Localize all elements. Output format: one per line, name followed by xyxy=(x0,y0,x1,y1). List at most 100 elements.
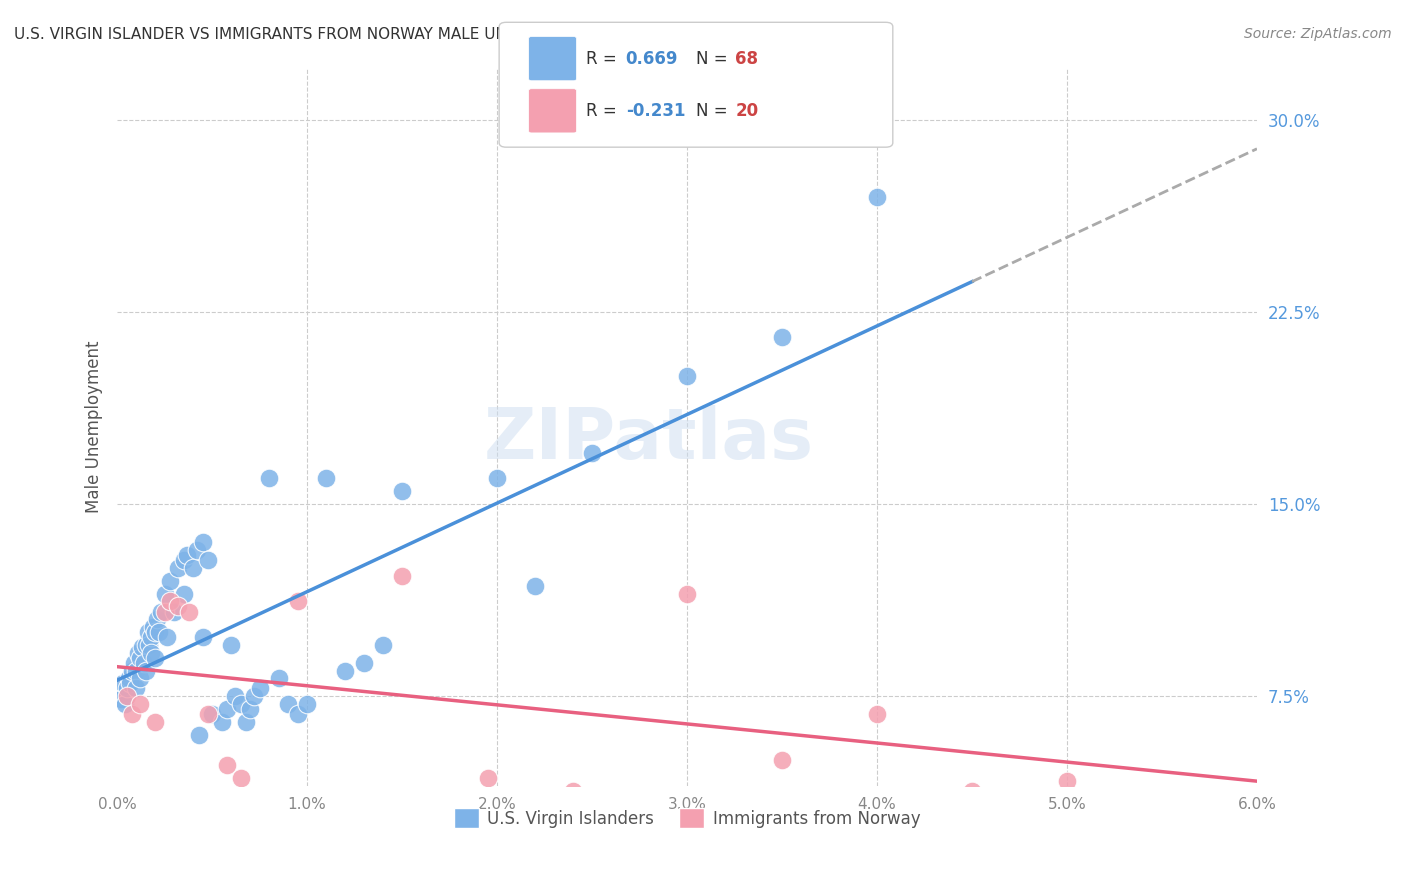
Point xyxy=(181,561,204,575)
Point xyxy=(143,714,166,729)
Point xyxy=(267,671,290,685)
Point xyxy=(295,697,318,711)
Point xyxy=(770,753,793,767)
Point xyxy=(129,650,152,665)
Point xyxy=(124,656,146,670)
Point xyxy=(866,707,889,722)
Point xyxy=(142,620,165,634)
Point xyxy=(143,650,166,665)
Point xyxy=(187,727,209,741)
Point xyxy=(217,758,239,772)
Point xyxy=(217,702,239,716)
Point xyxy=(138,638,160,652)
Point xyxy=(127,646,149,660)
Point xyxy=(146,612,169,626)
Legend: U.S. Virgin Islanders, Immigrants from Norway: U.S. Virgin Islanders, Immigrants from N… xyxy=(447,801,927,835)
Point xyxy=(159,574,181,588)
Point xyxy=(159,594,181,608)
Point xyxy=(125,681,148,696)
Text: 0.669: 0.669 xyxy=(626,50,678,68)
Point xyxy=(167,561,190,575)
Point xyxy=(135,638,157,652)
Point xyxy=(135,664,157,678)
Text: 68: 68 xyxy=(735,50,758,68)
Text: U.S. VIRGIN ISLANDER VS IMMIGRANTS FROM NORWAY MALE UNEMPLOYMENT CORRELATION CHA: U.S. VIRGIN ISLANDER VS IMMIGRANTS FROM … xyxy=(14,27,780,42)
Point xyxy=(153,587,176,601)
Point xyxy=(229,697,252,711)
Point xyxy=(201,707,224,722)
Point xyxy=(149,605,172,619)
Point xyxy=(239,702,262,716)
Point xyxy=(176,548,198,562)
Point xyxy=(477,771,499,785)
Point xyxy=(115,689,138,703)
Point xyxy=(131,640,153,655)
Point xyxy=(136,625,159,640)
Point xyxy=(211,714,233,729)
Point xyxy=(960,784,983,798)
Point xyxy=(155,630,177,644)
Point xyxy=(105,687,128,701)
Point xyxy=(153,605,176,619)
Point xyxy=(141,646,163,660)
Point xyxy=(115,681,138,696)
Point xyxy=(197,707,219,722)
Point xyxy=(110,691,132,706)
Point xyxy=(315,471,337,485)
Point xyxy=(224,689,246,703)
Point xyxy=(866,189,889,203)
Point xyxy=(333,664,356,678)
Text: 20: 20 xyxy=(735,102,758,120)
Point xyxy=(287,594,309,608)
Point xyxy=(141,630,163,644)
Text: N =: N = xyxy=(696,50,733,68)
Text: Source: ZipAtlas.com: Source: ZipAtlas.com xyxy=(1244,27,1392,41)
Point xyxy=(562,784,585,798)
Point xyxy=(186,543,208,558)
Point xyxy=(676,368,699,383)
Point xyxy=(179,605,201,619)
Point xyxy=(676,587,699,601)
Point xyxy=(391,484,413,499)
Point xyxy=(121,707,143,722)
Point xyxy=(125,664,148,678)
Point xyxy=(287,707,309,722)
Point xyxy=(373,638,395,652)
Point xyxy=(353,656,375,670)
Point xyxy=(249,681,271,696)
Point xyxy=(132,656,155,670)
Point xyxy=(581,446,603,460)
Point xyxy=(197,553,219,567)
Point xyxy=(143,625,166,640)
Point xyxy=(770,330,793,344)
Point xyxy=(129,697,152,711)
Point xyxy=(524,579,547,593)
Point xyxy=(257,471,280,485)
Point xyxy=(191,630,214,644)
Point xyxy=(167,599,190,614)
Point xyxy=(235,714,257,729)
Text: R =: R = xyxy=(586,50,623,68)
Point xyxy=(243,689,266,703)
Point xyxy=(163,605,186,619)
Point xyxy=(120,676,142,690)
Text: ZIPatlas: ZIPatlas xyxy=(484,406,814,475)
Point xyxy=(111,676,134,690)
Point xyxy=(391,568,413,582)
Point xyxy=(191,535,214,549)
Point xyxy=(121,664,143,678)
Text: R =: R = xyxy=(586,102,623,120)
Text: N =: N = xyxy=(696,102,733,120)
Point xyxy=(219,638,242,652)
Point xyxy=(173,553,195,567)
Point xyxy=(229,771,252,785)
Point xyxy=(173,587,195,601)
Point xyxy=(148,625,170,640)
Point xyxy=(1056,773,1078,788)
Point xyxy=(486,471,509,485)
Y-axis label: Male Unemployment: Male Unemployment xyxy=(86,341,103,514)
Point xyxy=(117,671,139,685)
Text: -0.231: -0.231 xyxy=(626,102,685,120)
Point xyxy=(114,697,136,711)
Point xyxy=(129,671,152,685)
